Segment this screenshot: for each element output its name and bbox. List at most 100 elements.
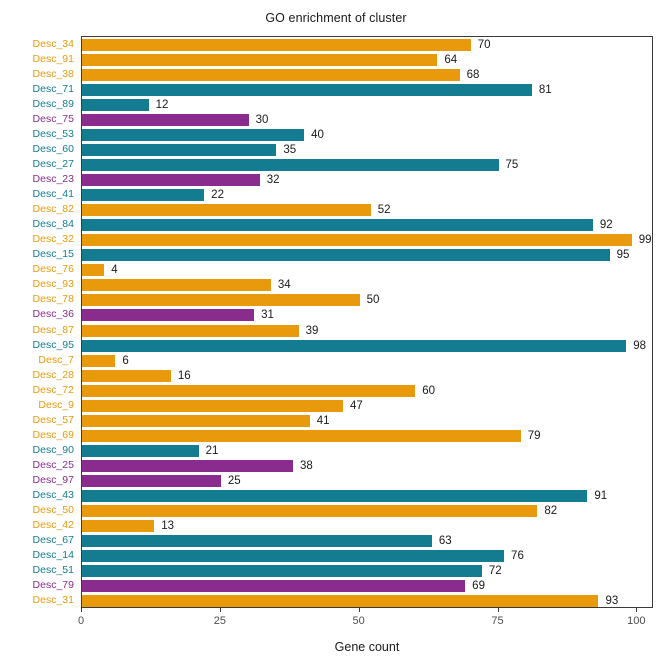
bar-value-label: 4	[111, 264, 118, 277]
bar[interactable]	[82, 204, 371, 217]
bar[interactable]	[82, 189, 205, 202]
bar-value-label: 99	[638, 234, 652, 247]
y-axis-tick-label: Desc_34	[32, 37, 74, 50]
bar[interactable]	[82, 369, 171, 382]
bar-value-label: 50	[366, 294, 380, 307]
bar-row: 13	[82, 520, 652, 533]
bar[interactable]	[82, 505, 538, 518]
bar[interactable]	[82, 279, 271, 292]
bar-row: 34	[82, 279, 652, 292]
y-axis-tick-label: Desc_84	[32, 218, 74, 231]
bar[interactable]	[82, 535, 432, 548]
bar-value-label: 92	[599, 219, 613, 232]
bar[interactable]	[82, 550, 505, 563]
bar-row: 6	[82, 354, 652, 367]
bar[interactable]	[82, 595, 599, 608]
bar-row: 16	[82, 369, 652, 382]
bar[interactable]	[82, 309, 255, 322]
bar-value-label: 93	[605, 595, 619, 608]
bar-value-label: 81	[538, 83, 552, 96]
bar-row: 22	[82, 189, 652, 202]
bar-value-label: 40	[311, 128, 324, 141]
bar[interactable]	[82, 429, 521, 442]
bar-value-label: 70	[477, 38, 491, 51]
bar-row: 38	[82, 459, 652, 472]
bar[interactable]	[82, 580, 466, 593]
y-axis-tick-label: Desc_60	[32, 142, 74, 155]
bar-row: 95	[82, 249, 652, 262]
bar[interactable]	[82, 565, 482, 578]
bar[interactable]	[82, 98, 149, 111]
bar-value-label: 75	[505, 158, 519, 171]
bar[interactable]	[82, 490, 588, 503]
bar[interactable]	[82, 384, 416, 397]
bar-value-label: 41	[316, 414, 330, 427]
bar[interactable]	[82, 53, 438, 66]
x-axis-tick-mark	[636, 608, 638, 612]
bar-value-label: 95	[616, 249, 630, 262]
bar[interactable]	[82, 475, 221, 488]
x-axis-tick-mark	[358, 608, 360, 612]
y-axis-tick-label: Desc_67	[32, 534, 74, 547]
bar[interactable]	[82, 324, 299, 337]
y-axis-tick-label: Desc_71	[32, 82, 74, 95]
y-axis-tick-label: Desc_89	[32, 97, 74, 110]
bar[interactable]	[82, 113, 249, 126]
bar-row: 91	[82, 490, 652, 503]
y-axis-tick-label: Desc_51	[32, 564, 74, 577]
y-axis-tick-label: Desc_38	[32, 67, 74, 80]
bar-row: 60	[82, 384, 652, 397]
bar[interactable]	[82, 354, 116, 367]
bar[interactable]	[82, 234, 632, 247]
y-axis-tick-label: Desc_97	[32, 474, 74, 487]
bar-value-label: 39	[305, 324, 319, 337]
x-axis: 0 25 50 75 100	[78, 608, 653, 648]
bar[interactable]	[82, 459, 294, 472]
x-axis-tick-label: 100	[627, 615, 646, 627]
x-axis-tick-label: 50	[352, 615, 365, 627]
bar[interactable]	[82, 294, 360, 307]
y-axis-tick-label: Desc_32	[32, 233, 74, 246]
bar-row: 50	[82, 294, 652, 307]
bar-row: 81	[82, 83, 652, 96]
y-axis-tick-label: Desc_69	[32, 428, 74, 441]
bar[interactable]	[82, 399, 343, 412]
y-axis-tick-label: Desc_25	[32, 459, 74, 471]
y-axis-tick-label: Desc_27	[32, 157, 74, 170]
y-axis-tick-label: Desc_57	[32, 413, 74, 426]
bar[interactable]	[82, 444, 199, 457]
bar[interactable]	[82, 83, 532, 96]
bar-value-label: 91	[594, 490, 608, 503]
bar-row: 47	[82, 399, 652, 412]
bar-row: 72	[82, 565, 652, 578]
bar[interactable]	[82, 68, 460, 81]
bar[interactable]	[82, 158, 499, 171]
bar-row: 63	[82, 535, 652, 548]
bar[interactable]	[82, 520, 155, 533]
bar[interactable]	[82, 173, 260, 186]
bar[interactable]	[82, 249, 610, 262]
bar-value-label: 98	[633, 339, 647, 352]
bars-container: 70 64 68 81 12 30 40 35 75 32 22 52 92 99 95 4 34 50 31 39 9…	[82, 37, 652, 608]
bar-value-label: 76	[511, 550, 524, 563]
bar-value-label: 22	[211, 189, 224, 202]
y-axis-tick-label: Desc_50	[32, 504, 74, 517]
y-axis-tick-label: Desc_75	[32, 112, 74, 125]
bar-value-label: 12	[155, 98, 169, 111]
bar[interactable]	[82, 38, 471, 51]
bar[interactable]	[82, 128, 305, 141]
bar-row: 52	[82, 204, 652, 217]
y-axis-tick-label: Desc_82	[32, 203, 74, 216]
bar-row: 69	[82, 580, 652, 593]
bar[interactable]	[82, 143, 277, 156]
bar-value-label: 21	[205, 444, 219, 457]
bar[interactable]	[82, 264, 105, 277]
bar[interactable]	[82, 339, 627, 352]
bar-row: 4	[82, 264, 652, 277]
bar[interactable]	[82, 414, 310, 427]
bar-row: 76	[82, 550, 652, 563]
bar[interactable]	[82, 219, 593, 232]
bar-value-label: 52	[377, 204, 391, 217]
y-axis-tick-label: Desc_91	[32, 52, 74, 65]
